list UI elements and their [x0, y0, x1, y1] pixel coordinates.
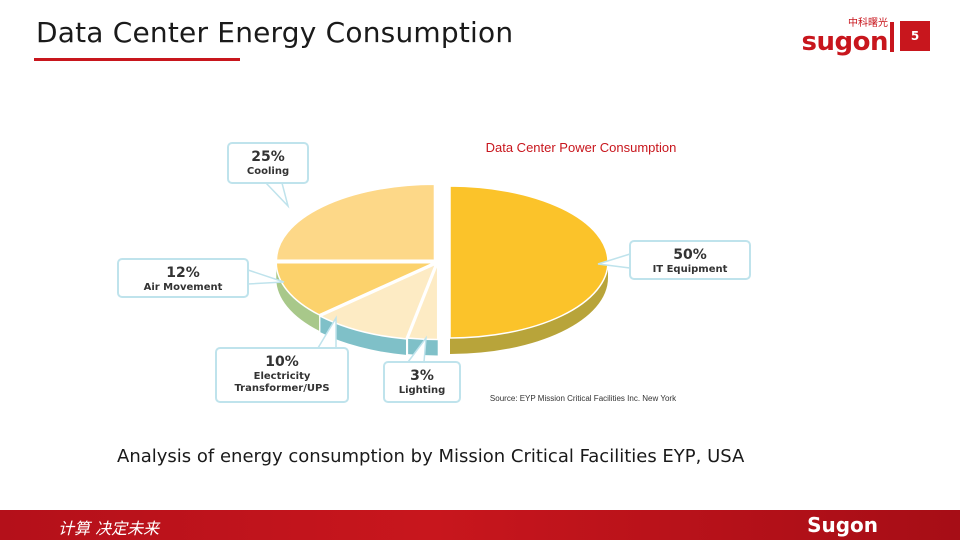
data-label-category: Lighting	[399, 385, 446, 396]
footer-slogan: 计算 决定未来	[58, 519, 160, 538]
brand-bar	[890, 22, 894, 52]
data-label-value: 50%	[673, 247, 707, 263]
pie-slice-electricity-transformer-ups	[318, 262, 437, 340]
slide-caption: Analysis of energy consumption by Missio…	[117, 446, 745, 467]
footer-bar: 计算 决定未来 Sugon	[0, 510, 960, 540]
callout-it-equipment: 50%IT Equipment	[597, 240, 751, 280]
callout-air-movement: 12%Air Movement	[117, 258, 285, 298]
callout-pointer	[264, 182, 290, 209]
title-underline	[34, 58, 240, 61]
callout-box	[383, 361, 461, 403]
callout-box	[629, 240, 751, 280]
chart-source-note: Source: EYP Mission Critical Facilities …	[490, 394, 677, 403]
data-label-value: 12%	[166, 265, 200, 281]
callout-lighting: 3%Lighting	[383, 335, 461, 403]
callout-box	[215, 347, 349, 403]
sugon-logo: 中科曙光 sugon	[801, 18, 889, 57]
pie-slice-cooling	[275, 183, 436, 261]
pie-slice-lighting	[407, 263, 439, 341]
pie-slice-air-movement	[275, 261, 435, 316]
brand-logo-text: sugon	[801, 27, 889, 57]
page-number: 5	[900, 21, 930, 51]
data-label-category: Cooling	[247, 166, 289, 177]
data-label-value: 25%	[251, 149, 285, 165]
data-label-category: Air Movement	[144, 282, 223, 293]
data-label-category: Electricity	[254, 371, 311, 382]
pie-slice-side-air-movement	[276, 262, 320, 331]
callout-box	[117, 258, 249, 298]
data-label-category: IT Equipment	[653, 264, 728, 275]
callout-cooling: 25%Cooling	[227, 142, 309, 209]
slide-title: Data Center Energy Consumption	[36, 16, 514, 49]
chart-title: Data Center Power Consumption	[486, 140, 677, 155]
data-label-value: 10%	[265, 354, 299, 370]
callout-box	[227, 142, 309, 184]
footer-brand: Sugon	[807, 513, 878, 537]
data-label-value: 3%	[410, 368, 434, 384]
brand-chinese-name: 中科曙光	[848, 18, 888, 29]
data-label-category: Transformer/UPS	[234, 383, 329, 394]
